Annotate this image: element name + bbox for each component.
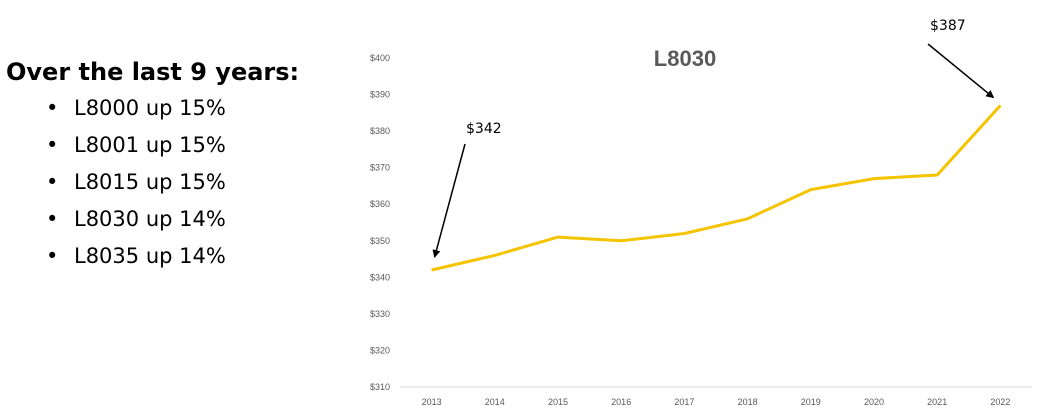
annotation-arrow [927, 43, 995, 99]
bullet-icon: • [46, 207, 59, 231]
data-label: $342 [466, 121, 502, 137]
summary-item-text: L8001 up 15% [74, 133, 226, 157]
x-tick-label: 2017 [674, 397, 694, 407]
x-tick-label: 2018 [738, 397, 758, 407]
chart-title: L8030 [654, 46, 716, 71]
summary-item: • L8035 up 14% [46, 238, 336, 275]
y-tick-label: $380 [370, 126, 390, 136]
y-tick-label: $400 [370, 53, 390, 63]
data-label: $387 [930, 18, 966, 34]
y-tick-label: $340 [370, 272, 390, 282]
y-axis: $310 $320 $330 $340 $350 $360 $370 $380 $390 $400 [370, 53, 390, 392]
summary-item: • L8001 up 15% [46, 127, 336, 164]
y-tick-label: $320 [370, 345, 390, 355]
y-tick-label: $390 [370, 90, 390, 100]
summary-panel: Over the last 9 years: • L8000 up 15% • L8… [6, 58, 336, 275]
x-tick-label: 2022 [990, 397, 1010, 407]
summary-item-text: L8030 up 14% [74, 207, 226, 231]
x-axis: 2013 2014 2015 2016 2017 2018 2019 2020 2021 2022 [422, 397, 1011, 407]
bullet-icon: • [46, 170, 59, 194]
x-tick-label: 2021 [927, 397, 947, 407]
summary-item-text: L8015 up 15% [74, 170, 226, 194]
bullet-icon: • [46, 133, 59, 157]
y-tick-label: $350 [370, 236, 390, 246]
summary-heading: Over the last 9 years: [6, 58, 300, 86]
y-tick-label: $330 [370, 309, 390, 319]
bullet-icon: • [46, 244, 59, 268]
x-tick-label: 2019 [801, 397, 821, 407]
bullet-icon: • [46, 96, 59, 120]
x-tick-label: 2020 [864, 397, 884, 407]
y-tick-label: $360 [370, 199, 390, 209]
summary-item: • L8015 up 15% [46, 164, 336, 201]
line-chart: L8030 $310$320$330$340$350$360$370$380$3… [370, 18, 1032, 407]
summary-item: • L8000 up 15% [46, 90, 336, 127]
annotation-arrow [432, 143, 466, 258]
summary-item-text: L8035 up 14% [74, 244, 226, 268]
summary-item: • L8030 up 14% [46, 201, 336, 238]
series-line [431, 104, 1002, 272]
summary-item-text: L8000 up 15% [74, 96, 226, 120]
x-tick-label: 2014 [485, 397, 505, 407]
y-tick-label: $310 [370, 382, 390, 392]
annotations: $342 $387 [432, 18, 995, 258]
x-tick-label: 2016 [611, 397, 631, 407]
y-tick-label: $370 [370, 163, 390, 173]
summary-list: • L8000 up 15% • L8001 up 15% • L8015 up 15… [6, 90, 336, 275]
x-tick-label: 2015 [548, 397, 568, 407]
x-tick-label: 2013 [422, 397, 442, 407]
